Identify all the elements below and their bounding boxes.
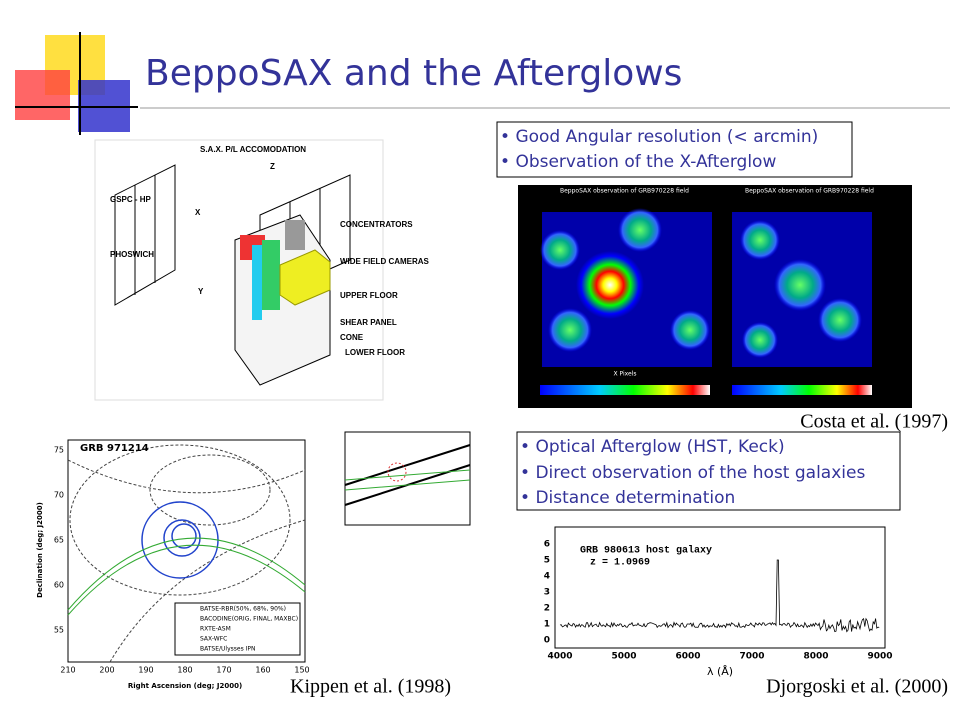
part-label: LOWER FLOOR [345, 348, 405, 357]
x-tick-label: 170 [216, 666, 231, 675]
spacecraft-figure: S.A.X. P/L ACCOMODATION GSPC - HP PHOSWIC… [94, 139, 430, 401]
y-tick-label: 3 [544, 588, 550, 598]
bullet-box [496, 121, 853, 178]
figure-title: S.A.X. P/L ACCOMODATION [200, 145, 306, 154]
axis-label: X Pixels [613, 371, 636, 378]
part-label: CONE [340, 333, 364, 342]
x-tick-label: 190 [138, 666, 153, 675]
x-tick-label: 8000 [803, 652, 828, 662]
x-tick-label: 180 [177, 666, 192, 675]
part-label: Y [198, 287, 204, 296]
y-tick-label: 60 [54, 581, 64, 590]
axis-label: Right Ascension (deg; J2000) [128, 682, 242, 690]
x-tick-label: 150 [294, 666, 309, 675]
caption: Costa et al. (1997) [800, 411, 948, 433]
panel-title: BeppoSAX observation of GRB970228 field [560, 188, 689, 195]
spectrum-figure: GRB 980613 host galaxy z = 1.0969 λ (Å) … [512, 512, 912, 678]
y-tick-label: 5 [544, 556, 550, 566]
bullet: • Optical Afterglow (HST, Keck) [520, 437, 785, 457]
legend-entry: BATSE-RBR(50%, 68%, 90%) [200, 606, 286, 613]
part-label: PHOSWICH [110, 250, 154, 259]
y-tick-label: 70 [54, 491, 64, 500]
legend-entry: BATSE/Ulysses IPN [200, 646, 256, 653]
panel-title: BeppoSAX observation of GRB970228 field [745, 188, 874, 195]
annotation: z = 1.0969 [590, 558, 650, 569]
bullet: • Observation of the X-Afterglow [500, 152, 776, 172]
figure-title: GRB 980613 host galaxy [580, 545, 712, 557]
x-tick-label: 210 [60, 666, 75, 675]
x-tick-label: 6000 [675, 652, 700, 662]
part-label: SHEAR PANEL [340, 318, 397, 327]
legend-entry: BACODINE(ORIG, FINAL, MAXBC) [200, 616, 298, 623]
x-tick-label: 5000 [611, 652, 636, 662]
title: BeppoSAX and the Afterglows [145, 53, 682, 94]
bullet: • Direct observation of the host galaxie… [520, 463, 865, 483]
axis-label: λ (Å) [707, 665, 733, 678]
part-label: GSPC - HP [110, 195, 152, 204]
part-label: WIDE FIELD CAMERAS [340, 257, 430, 266]
x-tick-label: 7000 [739, 652, 764, 662]
x-tick-label: 4000 [547, 652, 572, 662]
y-tick-label: 75 [54, 446, 64, 455]
caption: Kippen et al. (1998) [290, 676, 451, 698]
part-label: UPPER FLOOR [340, 291, 398, 300]
x-tick-label: 200 [99, 666, 114, 675]
y-tick-label: 65 [54, 536, 64, 545]
x-tick-label: 160 [255, 666, 270, 675]
mecs-figure: BeppoSAX observation of GRB970228 field … [518, 185, 912, 408]
bullet: • Distance determination [520, 488, 735, 508]
part-label: Z [270, 162, 275, 171]
y-tick-label: 1 [544, 620, 550, 630]
y-tick-label: 55 [54, 626, 64, 635]
spectrum-line [559, 559, 880, 633]
x-tick-label: 9000 [867, 652, 892, 662]
axis-label: Declination (deg; J2000) [36, 502, 44, 598]
y-tick-label: 4 [544, 572, 550, 582]
part-label: CONCENTRATORS [340, 220, 413, 229]
kippen-figure: GRB 971214 Right Ascension (deg; J2000) … [35, 418, 482, 690]
y-tick-label: 6 [544, 540, 550, 550]
part-label: X [195, 208, 201, 217]
bullet: • Good Angular resolution (< arcmin) [500, 127, 818, 147]
legend-entry: RXTE-ASM [200, 626, 231, 633]
y-tick-label: 0 [544, 636, 550, 646]
decoration [15, 32, 950, 135]
figure-title: GRB 971214 [80, 443, 149, 454]
bullet-box [516, 431, 901, 511]
caption: Djorgoski et al. (2000) [766, 676, 948, 698]
legend-entry: SAX-WFC [200, 636, 227, 643]
y-tick-label: 2 [544, 604, 550, 614]
